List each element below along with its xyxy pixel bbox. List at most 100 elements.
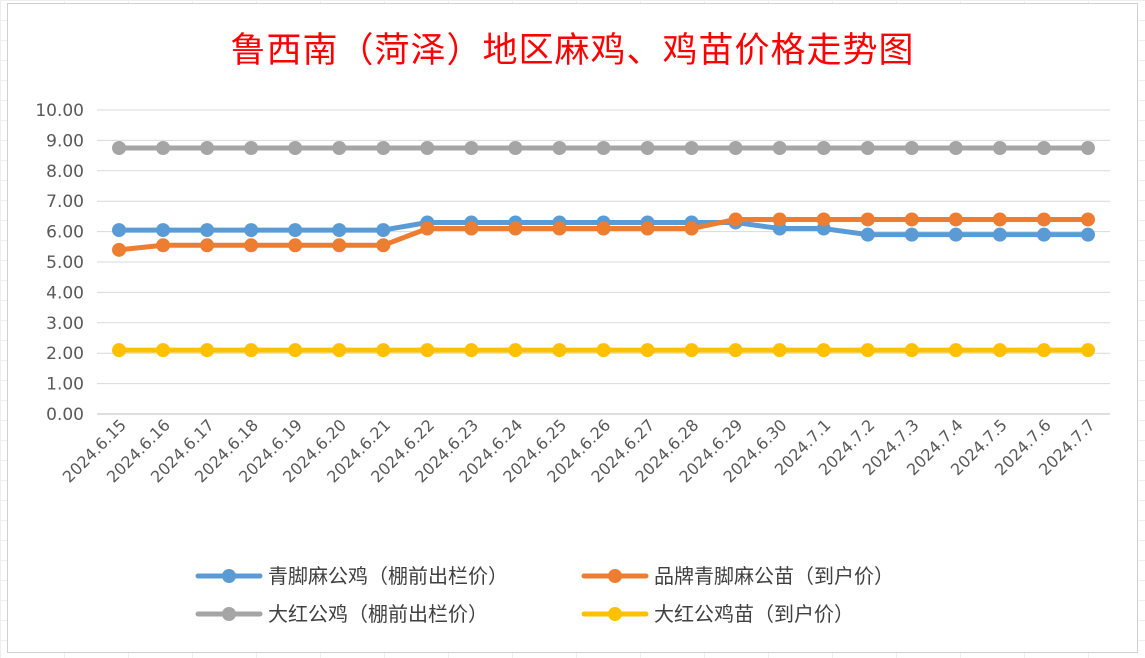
legend-marker [608, 569, 622, 583]
data-point [640, 141, 655, 155]
y-tick-label: 9.00 [46, 131, 84, 151]
data-point [332, 238, 347, 253]
data-point [816, 212, 831, 227]
y-tick-label: 3.00 [46, 314, 84, 334]
y-tick-label: 2.00 [46, 344, 84, 364]
data-point [552, 141, 567, 155]
data-point [508, 221, 523, 236]
legend-marker [608, 607, 622, 621]
y-tick-label: 7.00 [46, 192, 84, 212]
data-point [332, 141, 347, 155]
data-point [596, 141, 611, 155]
data-point [420, 343, 435, 358]
data-point [112, 343, 127, 358]
legend-marker [222, 607, 236, 621]
data-point [1036, 343, 1051, 358]
data-point [464, 221, 479, 236]
data-point [596, 343, 611, 358]
data-point [816, 343, 831, 358]
legend-label: 青脚麻公鸡（棚前出栏价） [268, 564, 508, 588]
data-point [508, 141, 523, 155]
data-point [728, 212, 743, 227]
data-point [948, 227, 963, 242]
legend-label: 大红公鸡（棚前出栏价） [268, 602, 488, 626]
data-point [200, 238, 215, 253]
data-point [288, 141, 303, 155]
data-point [376, 141, 391, 155]
data-point [376, 238, 391, 253]
data-point [552, 221, 567, 236]
data-point [640, 343, 655, 358]
data-point [904, 141, 919, 155]
data-point [552, 343, 567, 358]
data-point [948, 212, 963, 227]
data-point [464, 343, 479, 358]
data-point [992, 212, 1007, 227]
data-point [860, 227, 875, 242]
data-point [772, 212, 787, 227]
data-point [992, 343, 1007, 358]
data-point [1036, 227, 1051, 242]
data-point [640, 221, 655, 236]
data-point [1036, 141, 1051, 155]
data-point [156, 141, 171, 155]
data-point [684, 343, 699, 358]
data-point [992, 141, 1007, 155]
data-point [420, 221, 435, 236]
data-point [156, 343, 171, 358]
data-point [728, 343, 743, 358]
data-point [200, 343, 215, 358]
data-point [992, 227, 1007, 242]
data-point [244, 238, 259, 253]
data-point [1080, 141, 1095, 155]
legend-label: 大红公鸡苗（到户价） [654, 602, 854, 626]
legend-marker [222, 569, 236, 583]
data-point [288, 223, 303, 238]
y-tick-label: 1.00 [46, 375, 84, 395]
data-point [948, 343, 963, 358]
chart-area[interactable] [7, 3, 1138, 653]
data-point [684, 141, 699, 155]
y-tick-label: 5.00 [46, 253, 84, 273]
y-tick-label: 4.00 [46, 283, 84, 303]
data-point [904, 212, 919, 227]
data-point [112, 242, 127, 257]
y-tick-label: 0.00 [46, 405, 84, 425]
data-point [332, 343, 347, 358]
data-point [684, 221, 699, 236]
data-point [1080, 227, 1095, 242]
data-point [904, 227, 919, 242]
data-point [112, 223, 127, 238]
data-point [332, 223, 347, 238]
data-point [860, 343, 875, 358]
y-tick-label: 6.00 [46, 223, 84, 243]
data-point [288, 238, 303, 253]
data-point [508, 343, 523, 358]
data-point [244, 223, 259, 238]
chart-title: 鲁西南（菏泽）地区麻鸡、鸡苗价格走势图 [230, 31, 915, 71]
data-point [376, 223, 391, 238]
data-point [948, 141, 963, 155]
data-point [1036, 212, 1051, 227]
data-point [288, 343, 303, 358]
data-point [156, 238, 171, 253]
y-tick-label: 8.00 [46, 162, 84, 182]
data-point [860, 212, 875, 227]
data-point [244, 141, 259, 155]
data-point [112, 141, 127, 155]
data-point [200, 223, 215, 238]
data-point [200, 141, 215, 155]
data-point [860, 141, 875, 155]
data-point [464, 141, 479, 155]
data-point [1080, 343, 1095, 358]
legend-label: 品牌青脚麻公苗（到户价） [654, 564, 894, 588]
data-point [596, 221, 611, 236]
data-point [904, 343, 919, 358]
data-point [728, 141, 743, 155]
data-point [772, 141, 787, 155]
data-point [816, 141, 831, 155]
y-tick-label: 10.00 [35, 101, 84, 121]
data-point [772, 343, 787, 358]
data-point [420, 141, 435, 155]
